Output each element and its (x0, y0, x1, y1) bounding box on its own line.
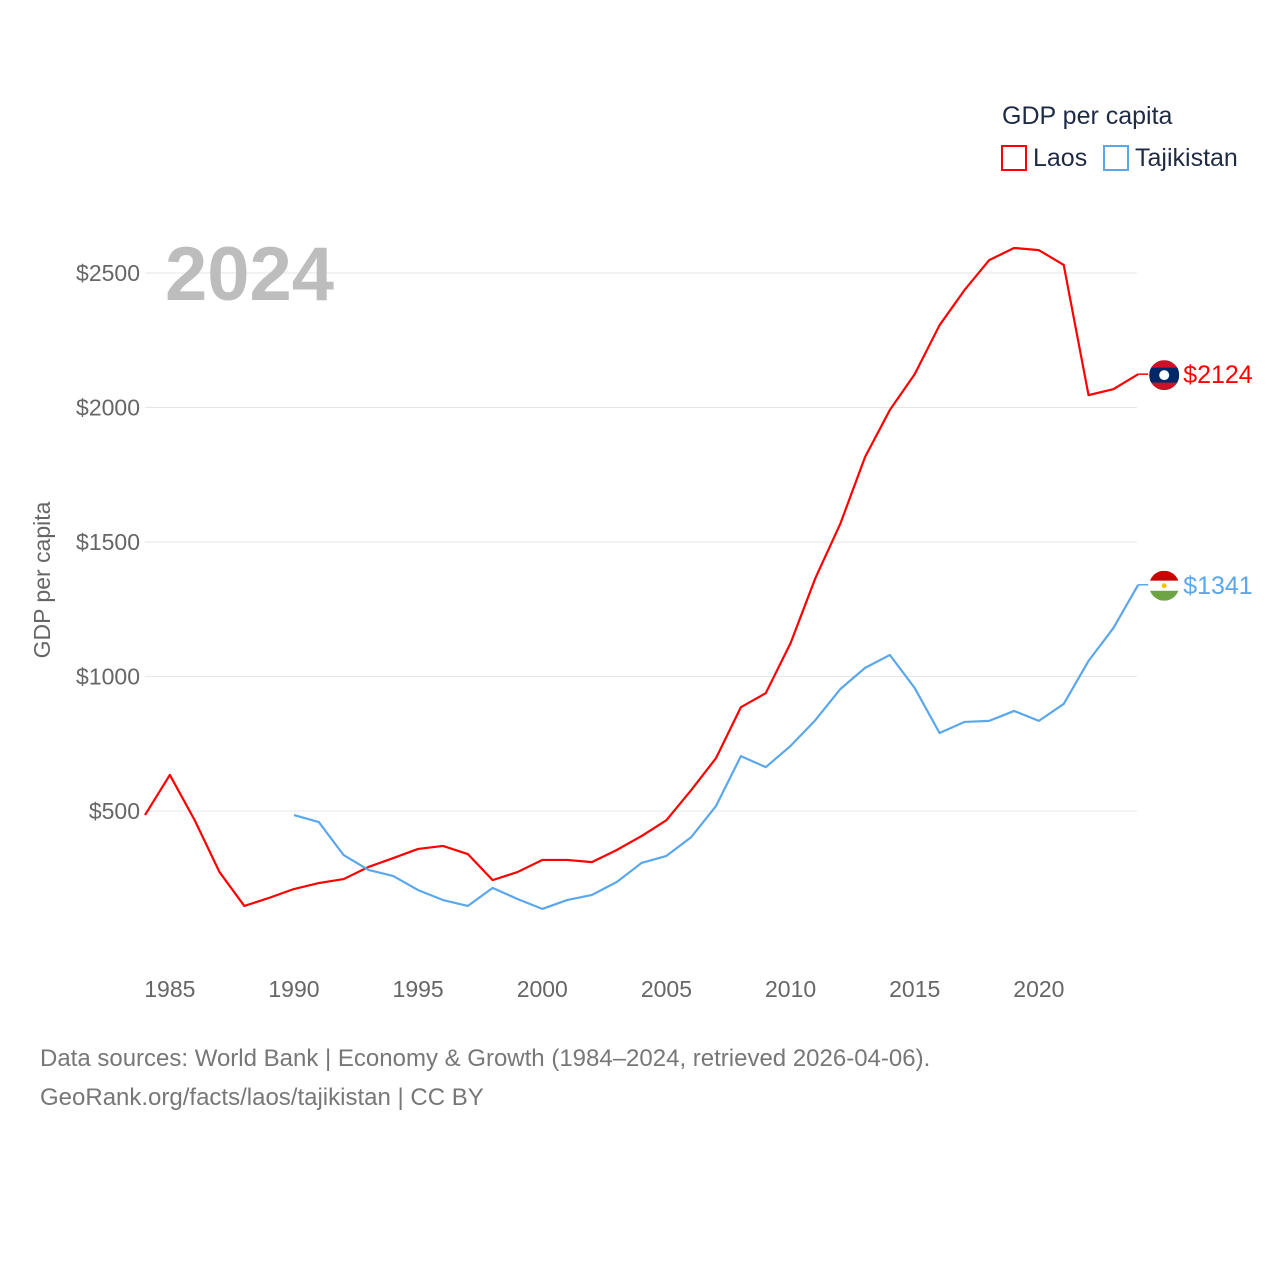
flag-crown (1161, 583, 1167, 589)
end-value-label: $1341 (1183, 572, 1253, 600)
y-tick-label: $1500 (76, 529, 140, 555)
legend-title: GDP per capita (1002, 102, 1173, 130)
x-tick-label: 2005 (641, 976, 692, 1002)
year-label: 2024 (165, 232, 334, 317)
y-axis-label: GDP per capita (29, 501, 55, 658)
data-source-text: Data sources: World Bank | Economy & Gro… (40, 1045, 931, 1072)
series-line-laos (144, 246, 1139, 908)
legend-swatch (1001, 145, 1027, 171)
legend-item-laos[interactable]: Laos (1001, 144, 1087, 172)
end-value-label: $2124 (1183, 361, 1253, 389)
legend-item-tajikistan[interactable]: Tajikistan (1103, 144, 1238, 172)
legend-swatch (1103, 145, 1129, 171)
x-tick-label: 2020 (1013, 976, 1064, 1002)
x-tick-label: 2015 (889, 976, 940, 1002)
y-tick-label: $2000 (76, 395, 140, 421)
x-tick-label: 1990 (268, 976, 319, 1002)
flag-body (1149, 360, 1180, 391)
flag-stripe (1149, 590, 1180, 601)
legend-label: Tajikistan (1135, 144, 1238, 172)
series-line-tajikistan (293, 584, 1140, 911)
tajikistan-flag-icon (1149, 570, 1180, 601)
flag-body (1149, 570, 1180, 601)
laos-flag-icon (1149, 360, 1180, 391)
flag-disc (1159, 370, 1170, 381)
x-tick-label: 1985 (144, 976, 195, 1002)
x-tick-label: 2010 (765, 976, 816, 1002)
legend-label: Laos (1033, 144, 1087, 172)
y-tick-label: $2500 (76, 260, 140, 286)
x-tick-label: 2000 (517, 976, 568, 1002)
attribution-link[interactable]: GeoRank.org/facts/laos/tajikistan | CC B… (40, 1084, 484, 1111)
x-tick-label: 1995 (393, 976, 444, 1002)
y-tick-label: $1000 (76, 664, 140, 690)
flag-stripe (1149, 570, 1180, 581)
y-tick-label: $500 (89, 798, 140, 824)
